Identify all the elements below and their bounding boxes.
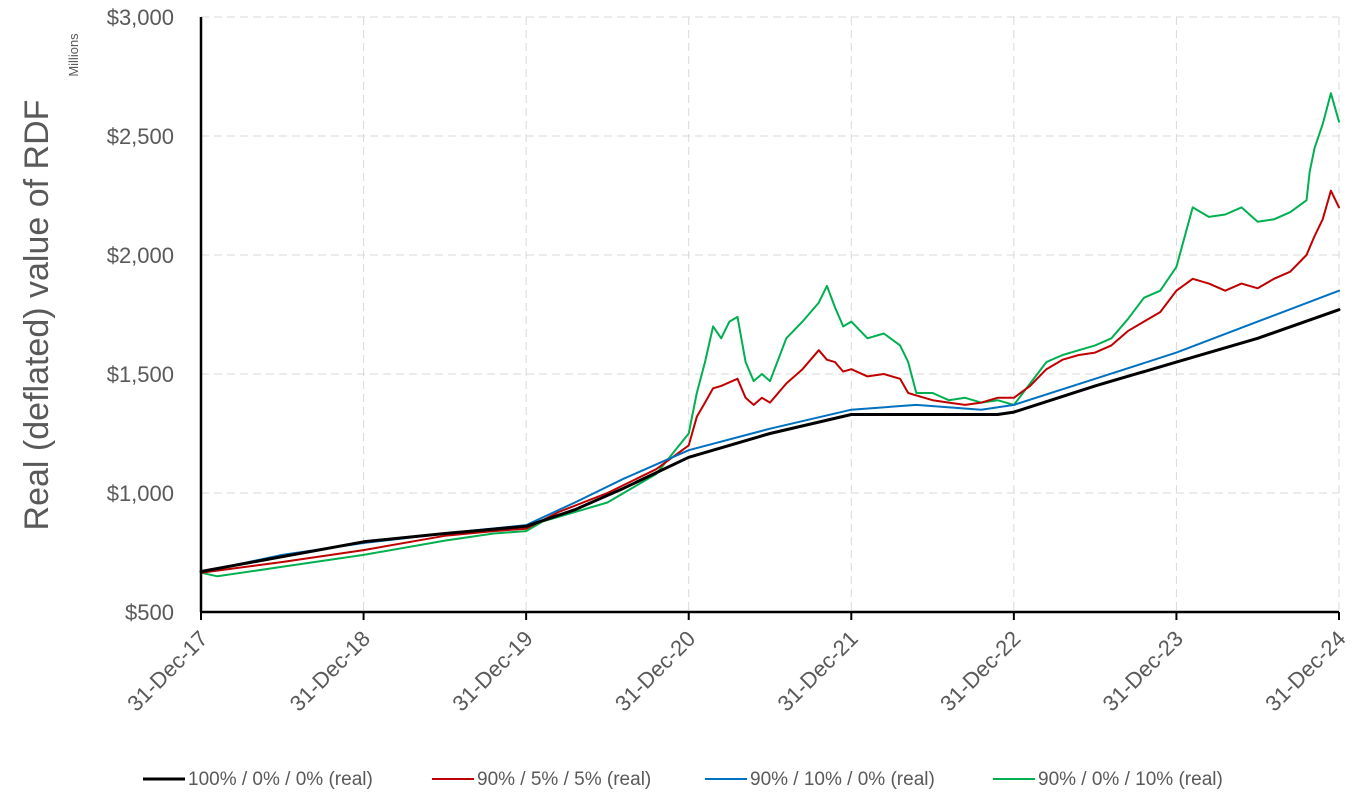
series-lines (199, 92, 1341, 578)
x-tick-label-5: 31-Dec-22 (935, 626, 1025, 716)
series-line-2 (200, 289, 1340, 573)
x-tick-label-2: 31-Dec-19 (447, 626, 537, 716)
y-axis-units-label: Millions (66, 33, 81, 77)
legend-label-2: 90% / 10% / 0% (real) (750, 769, 935, 790)
y-tick-label-3: $2,000 (107, 243, 174, 268)
y-tick-label-2: $1,500 (107, 362, 174, 387)
legend-label-1: 90% / 5% / 5% (real) (477, 769, 651, 790)
y-tick-label-5: $3,000 (107, 5, 174, 30)
x-tick-labels: 31-Dec-17 31-Dec-18 31-Dec-19 31-Dec-20 31-D… (122, 626, 1350, 716)
legend: 100% / 0% / 0% (real) 90% / 5% / 5% (real… (143, 769, 1223, 790)
x-tick-label-6: 31-Dec-23 (1098, 626, 1188, 716)
series-line-1 (200, 189, 1340, 574)
axes (199, 17, 1340, 620)
y-tick-label-0: $500 (125, 600, 174, 625)
x-tick-label-1: 31-Dec-18 (285, 626, 375, 716)
series-line-3 (200, 92, 1340, 578)
series-line-0 (199, 308, 1341, 573)
y-tick-label-4: $2,500 (107, 124, 174, 149)
x-tick-label-7: 31-Dec-24 (1260, 626, 1350, 716)
y-tick-labels: $500 $1,000 $1,500 $2,000 $2,500 $3,000 (107, 5, 174, 625)
x-tick-label-0: 31-Dec-17 (122, 626, 212, 716)
x-tick-label-3: 31-Dec-20 (610, 626, 700, 716)
x-tick-label-4: 31-Dec-21 (773, 626, 863, 716)
y-tick-label-1: $1,000 (107, 481, 174, 506)
y-axis-title: Real (deflated) value of RDF (18, 100, 56, 531)
gridlines (201, 16, 1340, 612)
legend-label-3: 90% / 0% / 10% (real) (1038, 769, 1223, 790)
legend-label-0: 100% / 0% / 0% (real) (188, 769, 373, 790)
